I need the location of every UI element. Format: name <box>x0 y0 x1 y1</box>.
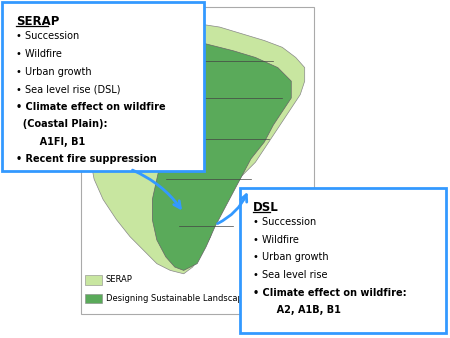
Text: • Wildfire: • Wildfire <box>253 235 299 245</box>
Text: • Climate effect on wildfire:: • Climate effect on wildfire: <box>253 288 407 298</box>
Polygon shape <box>153 37 291 270</box>
Text: A1FI, B1: A1FI, B1 <box>16 137 85 147</box>
Text: • Urban growth: • Urban growth <box>16 67 91 77</box>
Bar <box>85 275 102 285</box>
Text: • Sea level rise: • Sea level rise <box>253 270 328 280</box>
FancyBboxPatch shape <box>240 188 446 333</box>
Text: • Climate effect on wildfire: • Climate effect on wildfire <box>16 102 165 112</box>
Text: • Recent fire suppression: • Recent fire suppression <box>16 154 157 165</box>
Text: • Succession: • Succession <box>253 217 316 227</box>
Text: A2, A1B, B1: A2, A1B, B1 <box>253 305 341 315</box>
Polygon shape <box>90 14 305 274</box>
Text: (Coastal Plain):: (Coastal Plain): <box>16 119 107 129</box>
Text: • Urban growth: • Urban growth <box>253 252 329 263</box>
Bar <box>81 7 314 314</box>
Text: Designing Sustainable Landscapes: Designing Sustainable Landscapes <box>106 294 252 303</box>
Text: • Succession: • Succession <box>16 31 79 42</box>
Bar <box>85 294 102 303</box>
Text: SERAP: SERAP <box>106 275 133 284</box>
Text: SERAP: SERAP <box>16 15 59 28</box>
Text: • Wildfire: • Wildfire <box>16 49 62 59</box>
Text: • Sea level rise (DSL): • Sea level rise (DSL) <box>16 84 120 94</box>
Text: DSL: DSL <box>253 201 279 214</box>
FancyBboxPatch shape <box>2 2 204 171</box>
